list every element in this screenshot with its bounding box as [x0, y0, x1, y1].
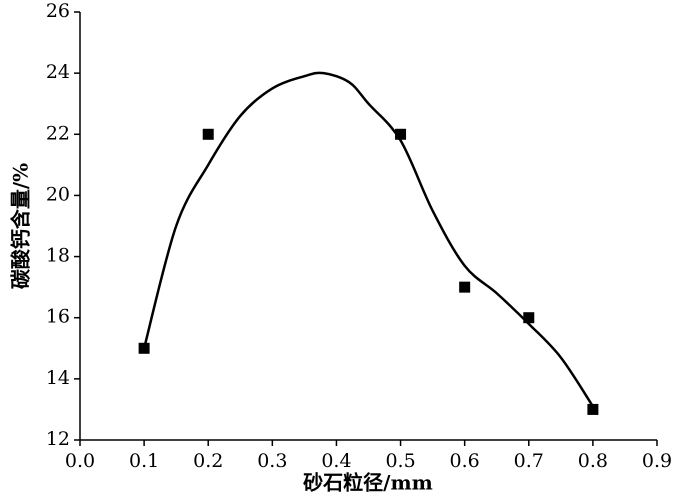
y-tick-label: 14 — [46, 367, 70, 389]
x-tick-label: 0.9 — [642, 450, 672, 472]
data-point — [395, 128, 407, 140]
x-tick-label: 0.1 — [129, 450, 159, 472]
y-axis-title: 碳酸钙含量/% — [9, 163, 33, 289]
y-tick-label: 22 — [46, 122, 70, 144]
y-tick-label: 12 — [46, 428, 70, 450]
y-tick-label: 16 — [46, 306, 70, 328]
y-tick-label: 20 — [46, 183, 70, 205]
data-point — [459, 281, 471, 293]
data-point — [523, 312, 535, 324]
x-tick-label: 0.3 — [257, 450, 287, 472]
x-tick-label: 0.2 — [193, 450, 223, 472]
data-point — [202, 128, 214, 140]
x-axis-title: 砂石粒径/mm — [303, 471, 433, 495]
y-tick-label: 26 — [46, 0, 70, 22]
x-tick-label: 0.5 — [385, 450, 415, 472]
x-tick-label: 0.6 — [450, 450, 480, 472]
fit-curve — [142, 71, 594, 408]
y-tick-label: 24 — [46, 61, 70, 83]
x-tick-label: 0.7 — [514, 450, 544, 472]
x-tick-label: 0.8 — [578, 450, 608, 472]
x-tick-label: 0.4 — [321, 450, 351, 472]
data-point — [587, 403, 599, 415]
x-tick-label: 0.0 — [65, 450, 95, 472]
y-tick-label: 18 — [46, 245, 70, 267]
